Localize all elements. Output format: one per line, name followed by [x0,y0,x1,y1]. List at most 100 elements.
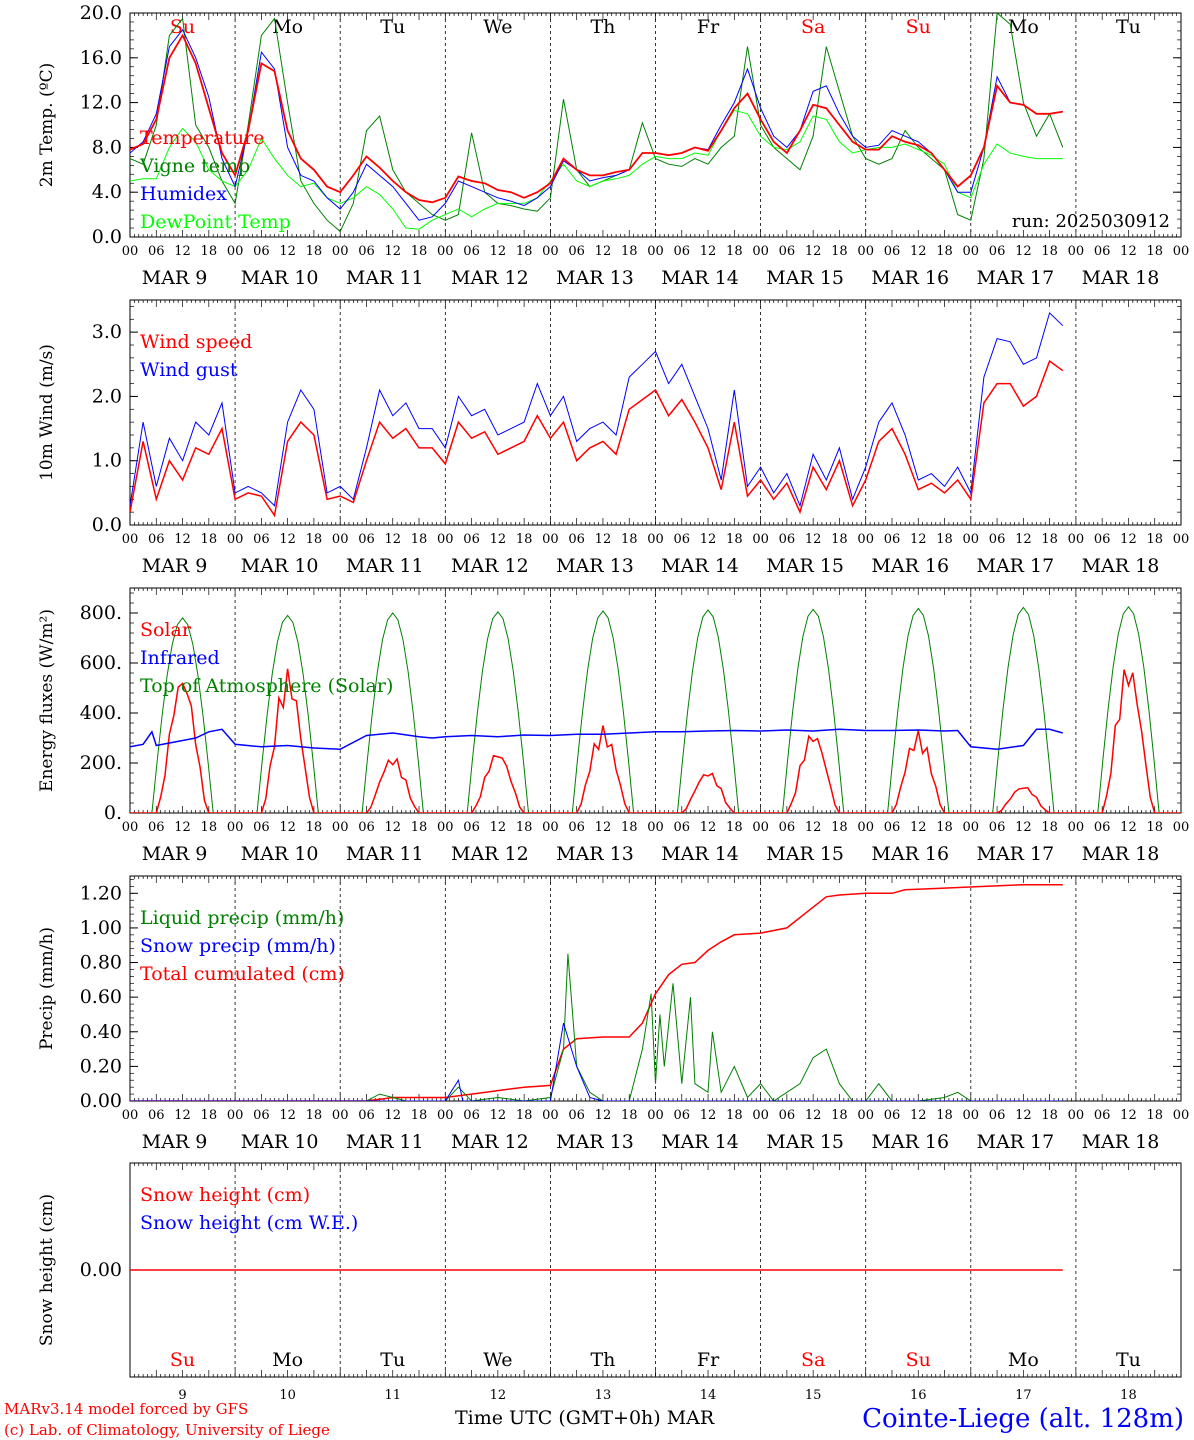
date-label: MAR 10 [241,267,319,289]
hour-tick-label: 18 [831,820,848,835]
y-axis-label: 10m Wind (m/s) [37,344,57,481]
hour-tick-label: 18 [201,244,218,259]
hour-tick-label: 00 [332,244,349,259]
hour-tick-label: 18 [726,820,743,835]
hour-tick-label: 18 [1146,820,1163,835]
hour-tick-label: 06 [779,1108,796,1123]
hour-tick-label: 12 [490,244,507,259]
hour-tick-label: 06 [674,532,691,547]
day-number: 18 [1120,1388,1137,1403]
hour-tick-label: 00 [857,1108,874,1123]
legend-entry: Vigne temp [139,155,250,177]
hour-tick-label: 18 [411,820,428,835]
day-name-bottom: Mo [1008,1349,1039,1371]
y-tick-label: 2.0 [92,385,122,407]
hour-tick-label: 18 [411,244,428,259]
hour-tick-label: 12 [1015,244,1032,259]
date-label: MAR 9 [142,843,208,865]
hour-tick-label: 18 [411,1108,428,1123]
hour-tick-label: 06 [779,532,796,547]
hour-tick-label: 12 [174,244,191,259]
hour-tick-label: 18 [516,820,533,835]
y-tick-label: 3.0 [92,321,122,343]
hour-tick-label: 06 [463,1108,480,1123]
day-name-top: Mo [272,16,303,38]
date-label: MAR 15 [766,555,844,577]
hour-tick-label: 00 [1068,1108,1085,1123]
date-label: MAR 16 [871,267,949,289]
hour-tick-label: 00 [963,244,980,259]
y-tick-label: 800. [80,602,122,624]
day-number: 9 [178,1388,186,1403]
panel-precip: 0.00 0.20 0.40 0.60 0.80 1.00 1.20 Precip (mm/h… [37,875,1190,1153]
hour-tick-label: 06 [148,532,165,547]
hour-tick-label: 06 [358,820,375,835]
hour-tick-label: 18 [516,244,533,259]
day-name-top: Th [590,16,615,38]
hour-tick-label: 18 [621,532,638,547]
series-line-wind-gust [130,311,1064,508]
hour-tick-label: 06 [674,820,691,835]
hour-tick-label: 18 [1146,1108,1163,1123]
hour-tick-label: 06 [253,244,270,259]
hour-tick-label: 18 [201,820,218,835]
y-tick-label: 200. [80,752,122,774]
hour-tick-label: 00 [1173,1108,1190,1123]
hour-tick-label: 18 [1041,820,1058,835]
y-tick-label: 1.0 [92,450,122,472]
hour-tick-label: 00 [542,244,559,259]
y-tick-label: 0.80 [80,952,122,974]
date-label: MAR 11 [346,843,424,865]
hour-tick-label: 12 [279,820,296,835]
hour-tick-label: 06 [253,820,270,835]
date-label: MAR 11 [346,267,424,289]
y-tick-label: 12.0 [80,92,122,114]
panel-frame [129,587,1182,814]
hour-tick-label: 06 [253,532,270,547]
hour-tick-label: 12 [1120,820,1137,835]
hour-tick-label: 06 [884,820,901,835]
day-name-bottom: Tu [1116,1349,1141,1371]
series-line-solar [130,668,1181,813]
hour-tick-label: 06 [779,820,796,835]
series-line-infrared [130,728,1064,751]
hour-tick-label: 00 [542,532,559,547]
hour-tick-label: 18 [306,1108,323,1123]
hour-tick-label: 18 [411,532,428,547]
date-label: MAR 12 [451,555,529,577]
hour-tick-label: 00 [1068,820,1085,835]
hour-tick-label: 12 [1120,244,1137,259]
y-tick-label: 4.0 [92,181,122,203]
day-name-top: Mo [1008,16,1039,38]
hour-tick-label: 12 [910,820,927,835]
hour-tick-label: 12 [595,532,612,547]
date-label: MAR 15 [766,843,844,865]
hour-tick-label: 12 [595,820,612,835]
day-name-top: Tu [1116,16,1141,38]
hour-tick-label: 00 [752,532,769,547]
hour-tick-label: 12 [174,532,191,547]
y-tick-label: 20.0 [80,2,122,24]
hour-tick-label: 12 [384,244,401,259]
panel-energy: 0. 200. 400. 600. 800. Energy fluxes (W/m²) 00… [37,587,1189,865]
hour-tick-label: 18 [621,244,638,259]
hour-tick-label: 18 [201,532,218,547]
hour-tick-label: 12 [1015,820,1032,835]
hour-tick-label: 06 [253,1108,270,1123]
y-tick-label: 0.0 [92,514,122,536]
hour-tick-label: 06 [568,1108,585,1123]
day-name-top: Sa [801,16,825,38]
date-label: MAR 10 [241,555,319,577]
day-number: 16 [910,1388,927,1403]
series-line-liquid-precip-mm-h- [130,953,1063,1101]
hour-tick-label: 06 [989,244,1006,259]
hour-tick-label: 00 [1068,244,1085,259]
y-tick-label: 400. [80,702,122,724]
day-name-top: Su [170,16,195,38]
day-name-top: Su [906,16,931,38]
date-label: MAR 14 [661,843,739,865]
y-tick-label: 1.20 [80,882,122,904]
hour-tick-label: 18 [1146,244,1163,259]
y-tick-label: 16.0 [80,47,122,69]
date-label: MAR 9 [142,555,208,577]
